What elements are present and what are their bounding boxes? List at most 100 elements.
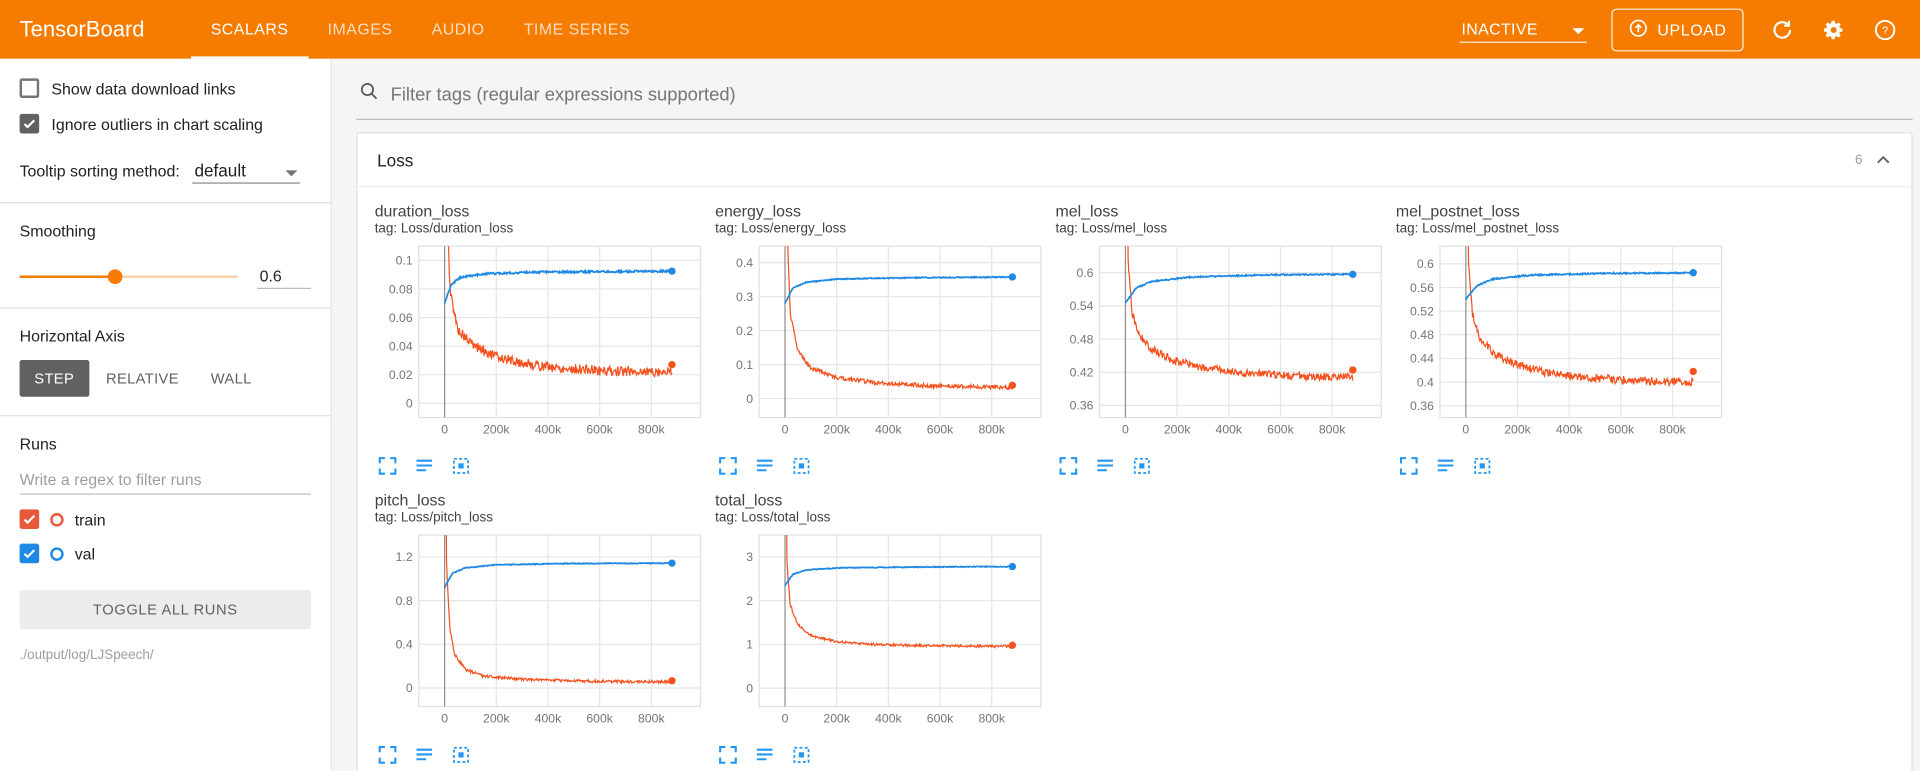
svg-text:200k: 200k [1164,422,1191,436]
run-filter-input[interactable] [19,465,312,495]
data-table-icon[interactable] [754,744,775,765]
app-header: TensorBoard SCALARS IMAGES AUDIO TIME SERIE… [0,0,1920,59]
ignore-outliers-checkbox[interactable] [19,113,40,134]
chevron-up-icon[interactable] [1870,146,1897,173]
svg-text:0.54: 0.54 [1070,299,1094,313]
svg-text:0.3: 0.3 [736,290,753,304]
tab-images[interactable]: IMAGES [327,19,393,38]
svg-text:0.6: 0.6 [1076,266,1093,280]
tab-scalars[interactable]: SCALARS [191,0,308,59]
expand-chart-icon[interactable] [718,744,739,765]
search-icon [359,81,380,108]
upload-button[interactable]: UPLOAD [1610,7,1744,51]
svg-text:400k: 400k [875,422,902,436]
tooltip-sorting-dropdown[interactable]: default [191,158,300,184]
chart-card-mel_loss: mel_loss tag: Loss/mel_loss 0.36 0.42 0.48 0.… [1056,202,1396,476]
chart-tag: tag: Loss/mel_loss [1055,221,1168,237]
chart-title: mel_loss [1055,202,1119,221]
svg-text:3: 3 [746,550,753,564]
chart-card-mel_postnet_loss: mel_postnet_loss tag: Loss/mel_postnet_lo… [1396,202,1736,476]
expand-chart-icon[interactable] [377,456,398,477]
expand-chart-icon[interactable] [377,744,398,765]
pin-card-icon[interactable] [791,456,812,477]
section-count: 6 [1854,152,1863,168]
svg-text:0.1: 0.1 [396,254,413,268]
chart-plot-energy_loss[interactable]: 0 0.1 0.2 0.3 0.4 0 200k 400k 600k 800k [715,239,1048,445]
chart-tag: tag: Loss/duration_loss [374,221,514,237]
svg-text:0.4: 0.4 [1417,375,1434,389]
data-table-icon[interactable] [754,456,775,477]
data-status-dropdown[interactable]: INACTIVE [1459,16,1587,43]
pin-card-icon[interactable] [791,744,812,765]
svg-text:0.02: 0.02 [389,368,413,382]
svg-text:?: ? [1881,24,1887,36]
pin-card-icon[interactable] [1131,456,1152,477]
step-button[interactable]: STEP [19,360,89,397]
run-color-icon [50,546,64,561]
expand-chart-icon[interactable] [1058,456,1079,477]
chart-actions [1056,456,1396,477]
toggle-all-runs-button[interactable]: TOGGLE ALL RUNS [19,590,312,630]
chart-title: pitch_loss [374,491,446,510]
svg-text:800k: 800k [638,711,665,725]
svg-text:600k: 600k [1267,422,1294,436]
chart-plot-duration_loss[interactable]: 0 0.02 0.04 0.06 0.08 0.1 0 200k 400k 600k 800k [375,239,708,445]
chevron-down-icon [1571,20,1584,38]
svg-text:800k: 800k [1659,422,1686,436]
chart-plot-pitch_loss[interactable]: 0 0.4 0.8 1.2 0 200k 400k 600k 800k [375,528,708,734]
svg-text:800k: 800k [978,711,1005,725]
run-item-train[interactable]: train [19,509,311,529]
chart-tag: tag: Loss/total_loss [715,510,831,526]
data-table-icon[interactable] [414,456,435,477]
show-download-links-checkbox[interactable] [19,78,40,98]
svg-text:0: 0 [406,397,413,411]
svg-text:2: 2 [746,594,753,608]
chart-plot-total_loss[interactable]: 0 1 2 3 0 200k 400k 600k 800k [715,528,1048,734]
app-title: TensorBoard [19,16,145,42]
chart-plot-mel_loss[interactable]: 0.36 0.42 0.48 0.54 0.6 0 200k 400k 600k 800k [1056,239,1389,445]
header-actions: INACTIVE UPLOAD ? [1459,7,1898,51]
data-table-icon[interactable] [1095,456,1116,477]
expand-chart-icon[interactable] [1398,456,1419,477]
run-item-val[interactable]: val [19,543,311,564]
loss-section-header[interactable]: Loss 6 [357,133,1912,188]
tag-filter-input[interactable] [390,83,1911,105]
relative-button[interactable]: RELATIVE [91,360,193,397]
expand-chart-icon[interactable] [718,456,739,477]
data-table-icon[interactable] [414,744,435,765]
wall-button[interactable]: WALL [196,360,266,397]
svg-text:0: 0 [746,681,753,695]
smoothing-row: 0.6 [19,264,312,289]
chart-tag: tag: Loss/mel_postnet_loss [1395,221,1560,237]
smoothing-value[interactable]: 0.6 [257,264,312,289]
chart-plot-mel_postnet_loss[interactable]: 0.36 0.4 0.44 0.48 0.52 0.56 0.6 0 200k 400k 600k 8… [1396,239,1729,445]
run-checkbox[interactable] [19,543,40,564]
tab-audio[interactable]: AUDIO [431,19,485,38]
run-label: val [74,544,96,563]
run-label: train [74,510,106,529]
refresh-icon[interactable] [1768,16,1795,43]
svg-text:200k: 200k [823,422,850,436]
settings-sidebar: Show data download links Ignore outliers… [0,58,332,771]
run-checkbox[interactable] [19,509,40,529]
svg-text:0: 0 [782,422,789,436]
tab-time-series[interactable]: TIME SERIES [523,19,630,38]
data-table-icon[interactable] [1435,456,1456,477]
tooltip-sorting-value: default [194,160,246,181]
smoothing-slider[interactable] [19,268,238,285]
pin-card-icon[interactable] [1472,456,1493,477]
gear-icon[interactable] [1820,16,1847,43]
tag-filter-bar [356,73,1913,121]
slider-handle[interactable] [108,269,123,285]
svg-text:0: 0 [441,711,448,725]
chart-actions [1396,456,1736,477]
pin-card-icon[interactable] [451,456,472,477]
ignore-outliers-row: Ignore outliers in chart scaling [19,113,311,134]
help-icon[interactable]: ? [1871,16,1898,43]
pin-card-icon[interactable] [451,744,472,765]
svg-text:400k: 400k [1556,422,1583,436]
smoothing-label: Smoothing [19,221,96,241]
horizontal-axis-buttons: STEP RELATIVE WALL [19,360,311,397]
svg-text:0.42: 0.42 [1070,365,1094,379]
